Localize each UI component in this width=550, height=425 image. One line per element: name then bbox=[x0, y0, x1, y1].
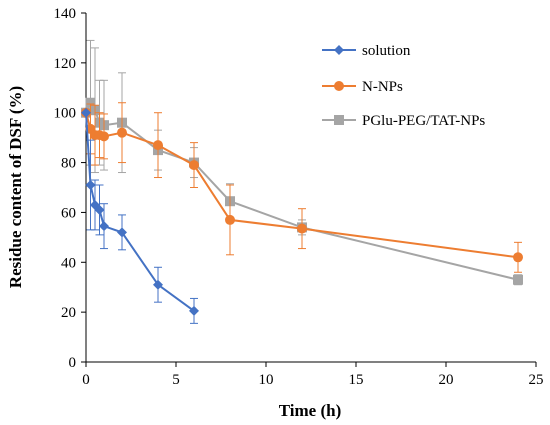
data-point bbox=[99, 131, 109, 142]
data-point bbox=[225, 214, 235, 225]
axes: 0 20 40 60 80 100 120 140 0 5 10 15 20 25 bbox=[54, 6, 544, 388]
data-point bbox=[189, 160, 199, 171]
data-point bbox=[117, 127, 127, 138]
data-point bbox=[81, 107, 91, 118]
y-tick-label: 120 bbox=[54, 56, 77, 72]
data-point bbox=[297, 223, 307, 234]
x-tick-label: 10 bbox=[259, 372, 274, 388]
y-tick-label: 140 bbox=[54, 6, 77, 22]
data-point bbox=[85, 97, 96, 108]
legend-item-2: N-NPs bbox=[322, 79, 403, 95]
series-line bbox=[85, 100, 519, 281]
y-tick-label: 40 bbox=[61, 255, 76, 271]
legend: solution N-NPs PGlu-PEG/TAT-NPs bbox=[322, 43, 485, 129]
data-point bbox=[117, 227, 127, 238]
legend-label: solution bbox=[362, 43, 411, 59]
series-2 bbox=[81, 102, 523, 273]
data-point bbox=[94, 204, 105, 215]
y-tick-label: 100 bbox=[54, 106, 77, 122]
y-tick-label: 20 bbox=[61, 305, 76, 321]
legend-label: PGlu-PEG/TAT-NPs bbox=[362, 113, 485, 129]
x-axis-title: Time (h) bbox=[279, 401, 342, 420]
legend-marker bbox=[334, 81, 344, 91]
legend-item-1: solution bbox=[322, 43, 411, 59]
x-tick-label: 20 bbox=[439, 372, 454, 388]
y-axis-title: Residue content of DSF (%) bbox=[6, 86, 25, 288]
x-tick-label: 0 bbox=[82, 372, 90, 388]
data-point bbox=[153, 140, 163, 151]
legend-label: N-NPs bbox=[362, 79, 403, 95]
y-tick-label: 60 bbox=[61, 205, 76, 221]
legend-marker bbox=[334, 115, 344, 125]
data-point bbox=[189, 305, 199, 316]
data-point bbox=[153, 279, 163, 290]
series-1 bbox=[81, 107, 199, 324]
x-tick-label: 15 bbox=[349, 372, 364, 388]
legend-item-3: PGlu-PEG/TAT-NPs bbox=[322, 113, 485, 129]
legend-marker bbox=[334, 45, 344, 55]
x-tick-label: 25 bbox=[529, 372, 544, 388]
data-point bbox=[99, 221, 109, 232]
data-point bbox=[513, 252, 523, 263]
data-point bbox=[85, 180, 96, 191]
x-tick-label: 5 bbox=[172, 372, 180, 388]
series-layer bbox=[81, 39, 523, 324]
y-tick-label: 80 bbox=[61, 156, 76, 172]
y-tick-label: 0 bbox=[69, 355, 77, 371]
data-point bbox=[513, 274, 523, 285]
